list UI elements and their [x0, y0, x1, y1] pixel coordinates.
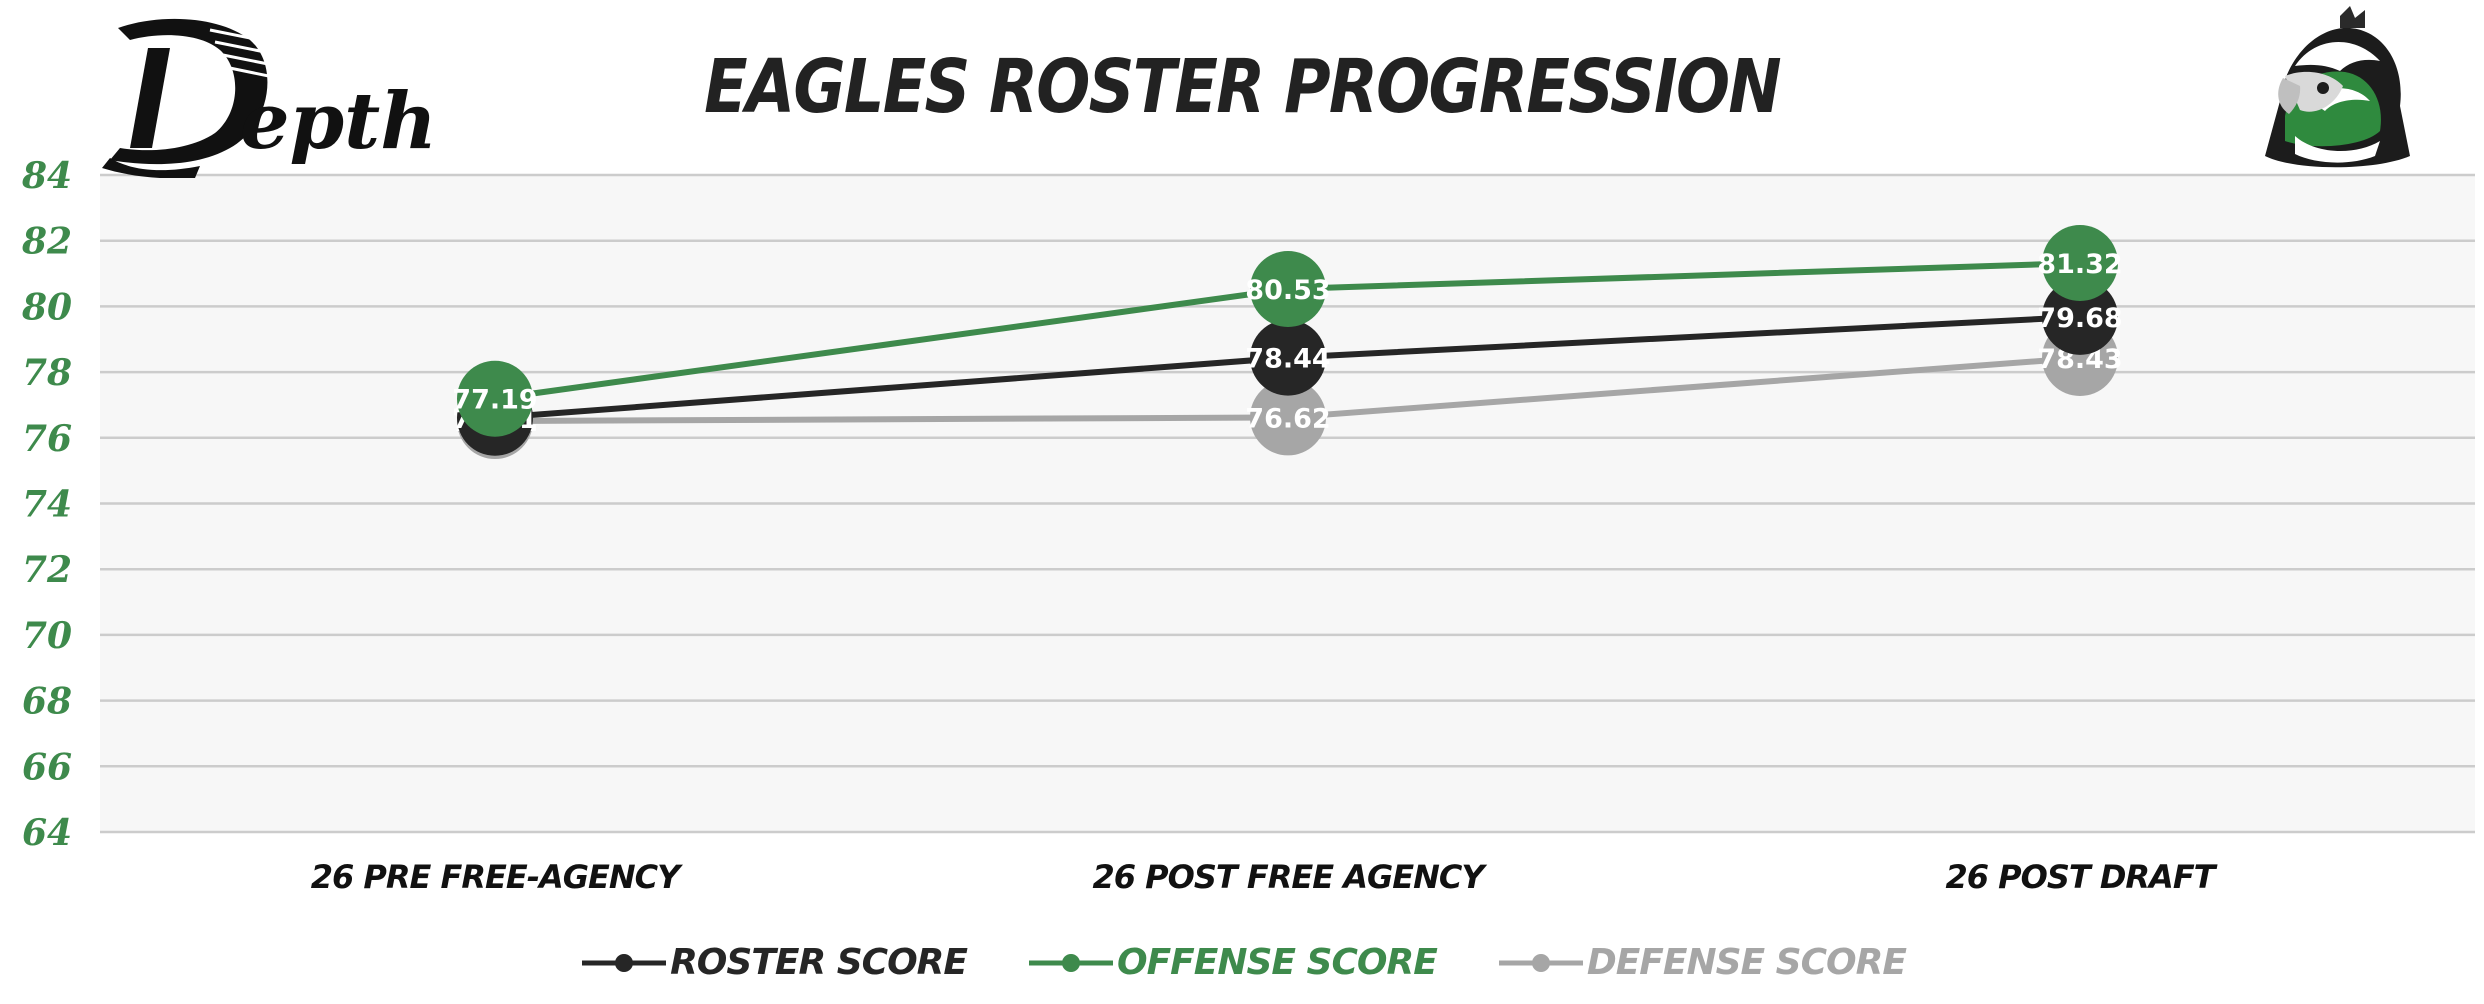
y-tick-label: 80 — [21, 286, 72, 328]
data-point: 78.44 — [1245, 319, 1331, 396]
y-tick-label: 76 — [22, 418, 72, 460]
data-label: 78.44 — [1245, 344, 1330, 375]
y-tick-label: 72 — [22, 549, 72, 591]
y-tick-label: 82 — [21, 221, 72, 263]
legend-label-defense: DEFENSE SCORE — [1586, 942, 1907, 983]
x-tick-label: 26 POST FREE AGENCY — [1092, 858, 1487, 896]
legend-swatch-roster — [582, 954, 667, 972]
legend-item-offense: OFFENSE SCORE — [1025, 942, 1438, 983]
point-marker — [1250, 319, 1326, 396]
legend-item-roster: ROSTER SCORE — [578, 942, 968, 983]
legend-label-roster: ROSTER SCORE — [670, 942, 968, 983]
data-point: 76.62 — [1245, 379, 1331, 456]
legend-label-offense: OFFENSE SCORE — [1116, 942, 1438, 983]
eagle-mascot-icon — [2265, 6, 2410, 168]
chart-title: EAGLES ROSTER PROGRESSION — [704, 44, 1782, 130]
data-point: 77.19 — [452, 360, 538, 437]
y-tick-label: 68 — [22, 681, 72, 723]
legend: ROSTER SCORE OFFENSE SCORE DEFENSE SCORE — [0, 943, 2484, 983]
x-tick-label: 26 PRE FREE-AGENCY — [311, 858, 683, 896]
legend-swatch-offense — [1028, 954, 1113, 972]
data-label: 76.62 — [1245, 403, 1330, 434]
data-label: 81.32 — [2037, 249, 2122, 280]
data-label: 77.19 — [452, 385, 537, 416]
y-tick-label: 64 — [22, 812, 72, 854]
y-tick-label: 70 — [22, 615, 72, 657]
data-point: 81.32 — [2037, 225, 2123, 302]
y-axis-ticks: 64 66 68 70 72 74 76 78 80 82 84 — [21, 155, 72, 854]
point-marker — [2042, 278, 2118, 355]
x-axis-ticks: 26 PRE FREE-AGENCY 26 POST FREE AGENCY 26 … — [311, 858, 2219, 896]
point-marker — [1250, 379, 1326, 456]
data-point: 80.53 — [1245, 250, 1331, 327]
legend-item-defense: DEFENSE SCORE — [1495, 942, 1907, 983]
point-marker — [457, 360, 533, 437]
x-tick-label: 26 POST DRAFT — [1946, 858, 2218, 896]
legend-swatch-defense — [1498, 954, 1583, 972]
svg-text:epth: epth — [240, 76, 437, 167]
point-marker — [2042, 225, 2118, 302]
data-label: 79.68 — [2037, 303, 2122, 334]
y-tick-label: 78 — [22, 352, 72, 394]
data-label: 80.53 — [1245, 275, 1330, 306]
series-markers: 76.5176.6278.4376.6178.4479.6877.1980.53… — [452, 225, 2123, 460]
point-marker — [1250, 250, 1326, 327]
y-tick-label: 66 — [22, 746, 72, 788]
data-point: 79.68 — [2037, 278, 2123, 355]
y-tick-label: 84 — [21, 155, 72, 197]
y-tick-label: 74 — [22, 484, 72, 526]
depth-logo: epth — [102, 18, 437, 178]
